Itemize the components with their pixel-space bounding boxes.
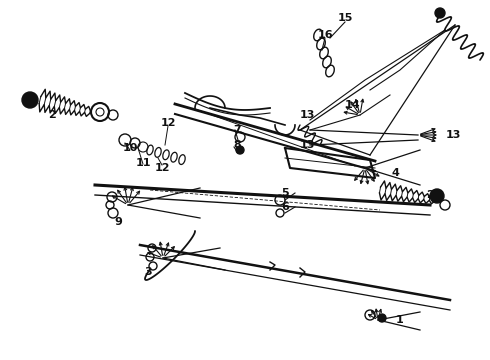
Circle shape: [435, 8, 445, 18]
Text: 11: 11: [135, 158, 151, 168]
Text: 14: 14: [344, 100, 360, 110]
Text: 1: 1: [396, 315, 404, 325]
Text: 2: 2: [48, 110, 56, 120]
Text: 12: 12: [160, 118, 176, 128]
Text: 16: 16: [317, 30, 333, 40]
Circle shape: [378, 314, 386, 322]
Circle shape: [236, 146, 244, 154]
Text: 6: 6: [281, 202, 289, 212]
Text: 2: 2: [426, 190, 434, 200]
Circle shape: [430, 189, 444, 203]
Text: 13: 13: [445, 130, 461, 140]
Text: 3: 3: [144, 267, 152, 277]
Text: 8: 8: [233, 140, 241, 150]
Circle shape: [22, 92, 38, 108]
Text: 15: 15: [337, 13, 353, 23]
Text: 13: 13: [299, 140, 315, 150]
Text: 7: 7: [233, 125, 241, 135]
Text: 5: 5: [281, 188, 289, 198]
Text: 9: 9: [114, 217, 122, 227]
Text: 13: 13: [299, 110, 315, 120]
Text: 12: 12: [154, 163, 170, 173]
Text: 10: 10: [122, 143, 138, 153]
Text: 4: 4: [391, 168, 399, 178]
